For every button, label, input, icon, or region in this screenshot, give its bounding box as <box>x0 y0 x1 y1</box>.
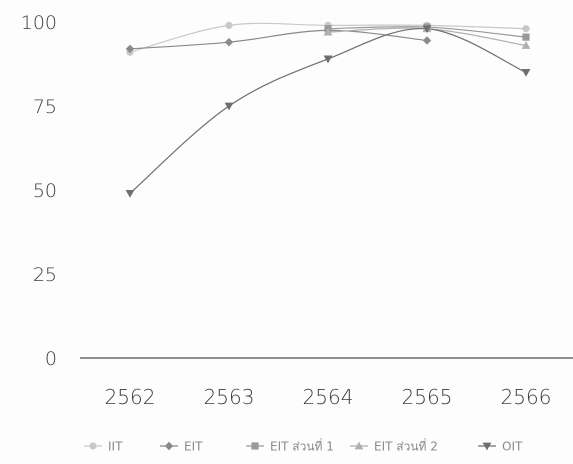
x-tick-label: 2563 <box>204 385 255 409</box>
data-point-eit-1-2 <box>522 33 530 41</box>
data-point-iit-0 <box>225 21 233 29</box>
data-point-oit-4 <box>323 55 333 64</box>
y-tick-label: 50 <box>33 180 57 202</box>
legend-label-iit-0: IIT <box>108 440 123 454</box>
x-tick-label: 2565 <box>402 385 453 409</box>
data-point-eit-1 <box>125 44 135 54</box>
y-tick-label: 25 <box>33 264 57 286</box>
data-point-eit-1 <box>224 37 234 47</box>
legend-marker-oit-4 <box>482 442 492 451</box>
x-tick-label: 2564 <box>303 385 354 409</box>
data-point-oit-4 <box>521 69 531 77</box>
legend-label-eit-1: EIT <box>184 440 203 454</box>
legend-marker-iit-0 <box>89 442 97 450</box>
data-point-eit-2-3 <box>323 27 333 36</box>
legend-marker-eit-1-2 <box>251 442 259 450</box>
y-tick-label: 0 <box>45 348 57 370</box>
y-tick-label: 75 <box>33 96 57 118</box>
legend-label-eit-1-2: EIT ส่วนที่ 1 <box>270 438 334 454</box>
data-point-oit-4 <box>125 189 135 198</box>
x-tick-label: 2566 <box>501 385 552 409</box>
y-tick-labels: 0 25 50 75 100 <box>21 12 57 370</box>
series-line-eit-1 <box>129 29 428 50</box>
legend-label-oit-4: OIT <box>502 440 523 454</box>
legend-marker-eit-1 <box>164 441 174 451</box>
data-point-eit-2-3 <box>521 41 531 49</box>
legend-label-eit-2-3: EIT ส่วนที่ 2 <box>374 438 438 454</box>
series-lines <box>129 22 527 194</box>
data-point-iit-0 <box>522 25 530 33</box>
data-point-oit-4 <box>224 102 234 111</box>
x-tick-labels: 2562 2563 2564 2565 2566 <box>105 385 552 409</box>
data-point-eit-1 <box>422 36 432 45</box>
x-tick-label: 2562 <box>105 385 156 409</box>
series-line-oit-4 <box>129 28 527 194</box>
series-markers <box>125 21 531 198</box>
y-tick-label: 100 <box>21 12 57 34</box>
data-point-oit-4 <box>422 25 432 34</box>
legend: IIT EIT EIT ส่วนที่ 1 EIT ส่วนที่ 2 OIT <box>84 438 523 454</box>
legend-marker-eit-2-3 <box>354 441 364 450</box>
